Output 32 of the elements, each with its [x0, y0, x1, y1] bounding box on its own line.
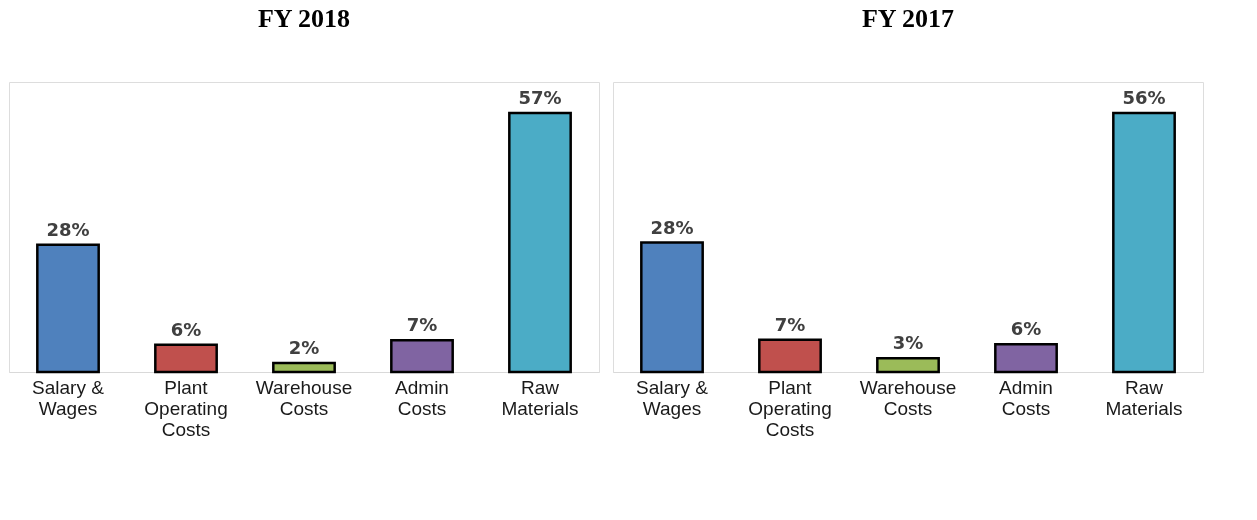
- bar: [1112, 111, 1176, 374]
- data-label: 7%: [406, 314, 438, 336]
- data-label: 7%: [774, 313, 806, 335]
- data-label: 57%: [518, 87, 562, 109]
- x-tick-label: Warehouse Costs: [255, 376, 353, 419]
- data-label: 56%: [1122, 87, 1166, 109]
- bar: [640, 241, 704, 374]
- data-label: 6%: [170, 318, 202, 340]
- x-tick-label: Salary & Wages: [636, 376, 709, 419]
- bar: [508, 111, 572, 374]
- bar: [154, 343, 218, 374]
- x-tick-label: Plant Operating Costs: [144, 376, 228, 440]
- x-tick-label: Warehouse Costs: [859, 376, 957, 419]
- x-tick-label: Admin Costs: [999, 376, 1053, 419]
- data-label: 2%: [288, 336, 320, 358]
- x-tick-label: Salary & Wages: [32, 376, 105, 419]
- data-label: 6%: [1010, 318, 1042, 340]
- x-tick-label: Admin Costs: [395, 376, 449, 419]
- bar: [272, 361, 336, 374]
- data-label: 28%: [650, 216, 694, 238]
- x-tick-label: Plant Operating Costs: [748, 376, 832, 440]
- bar: [994, 343, 1058, 374]
- x-tick-label: Raw Materials: [1105, 376, 1183, 419]
- chart-title: FY 2018: [257, 4, 351, 33]
- bar: [876, 356, 940, 374]
- bar: [36, 243, 100, 374]
- bar: [390, 338, 454, 374]
- x-tick-label: Raw Materials: [501, 376, 579, 419]
- data-label: 28%: [46, 218, 90, 240]
- data-label: 3%: [892, 332, 924, 354]
- bar: [758, 338, 822, 374]
- chart-title: FY 2017: [861, 4, 955, 33]
